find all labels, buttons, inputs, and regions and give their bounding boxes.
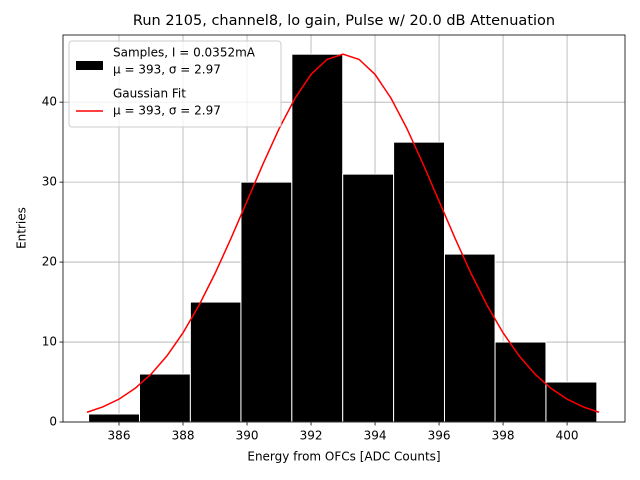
legend-stats: μ = 393, σ = 2.97 (113, 104, 221, 118)
x-tick-label: 400 (556, 429, 579, 443)
y-axis-label: Entries (15, 207, 29, 249)
legend: Samples, I = 0.0352mA μ = 393, σ = 2.97 Ga… (68, 40, 282, 128)
x-tick-label: 388 (172, 429, 195, 443)
legend-label: Gaussian Fit (113, 87, 186, 101)
y-tick-label: 40 (42, 95, 57, 109)
x-tick-label: 396 (428, 429, 451, 443)
bar (443, 253, 496, 423)
y-tick-label: 30 (42, 175, 57, 189)
legend-stats: μ = 393, σ = 2.97 (113, 63, 221, 77)
bar (291, 53, 344, 423)
plot-frame (62, 34, 626, 423)
x-tick-label: 390 (236, 429, 259, 443)
x-tick-label: 398 (492, 429, 515, 443)
y-tick-label: 20 (42, 255, 57, 269)
y-tick-label: 0 (49, 415, 57, 429)
x-tick-label: 392 (300, 429, 323, 443)
bar (240, 181, 293, 423)
y-tick-label: 10 (42, 335, 57, 349)
x-tick-label: 386 (108, 429, 131, 443)
bar (393, 141, 445, 423)
x-tick-label: 394 (364, 429, 387, 443)
legend-label: Samples, I = 0.0352mA (113, 46, 256, 60)
legend-box (68, 40, 282, 128)
chart-title: Run 2105, channel8, lo gain, Pulse w/ 20… (133, 13, 555, 29)
bar (138, 373, 191, 423)
bar (494, 341, 547, 423)
bar (88, 413, 140, 423)
x-axis-label: Energy from OFCs [ADC Counts] (247, 450, 440, 464)
bar (189, 301, 242, 423)
fit-line (86, 53, 600, 413)
bar (342, 173, 395, 423)
legend-swatch (76, 61, 103, 70)
